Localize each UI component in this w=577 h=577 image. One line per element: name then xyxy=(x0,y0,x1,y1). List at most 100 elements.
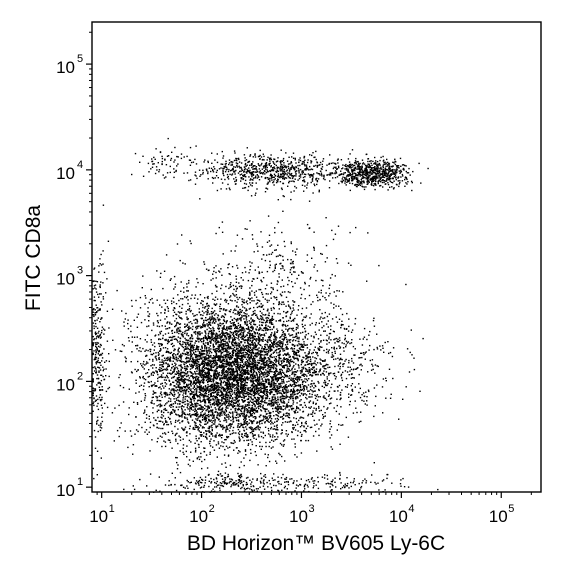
data-point-pop1 xyxy=(265,329,267,332)
data-point-pop1 xyxy=(187,354,189,356)
data-point-pop1 xyxy=(296,370,299,372)
data-point-pop1 xyxy=(261,350,263,353)
data-point-pop1 xyxy=(216,432,218,434)
data-point-pop1 xyxy=(197,403,199,405)
data-point-pop1 xyxy=(258,380,260,382)
data-point-pop1 xyxy=(294,424,297,427)
data-point-pop1 xyxy=(321,326,323,329)
data-point-pop1 xyxy=(255,372,258,375)
data-point-pop1 xyxy=(222,333,224,335)
data-point-pop1 xyxy=(212,360,215,362)
data-point-pop1 xyxy=(309,358,312,360)
data-point-pop1 xyxy=(239,333,241,335)
data-point-pop1 xyxy=(166,369,169,371)
data-point-pop1 xyxy=(218,319,220,322)
data-point-pop1 xyxy=(200,326,203,328)
data-point-pop1 xyxy=(241,346,243,348)
data-point-pop1 xyxy=(277,330,279,332)
data-point-pop1 xyxy=(233,349,235,351)
data-point-pop1 xyxy=(229,330,231,333)
data-point-pop1 xyxy=(246,384,248,387)
data-point-pop1 xyxy=(258,405,260,407)
data-point-pop1 xyxy=(219,357,221,359)
data-point-pop1 xyxy=(158,427,160,429)
data-point-pop1 xyxy=(286,406,289,408)
data-point-pop1 xyxy=(310,343,312,345)
data-point-pop1 xyxy=(283,382,285,384)
data-point-pop1 xyxy=(237,382,239,385)
data-point-pop1 xyxy=(277,378,280,380)
data-point-pop1 xyxy=(209,414,211,417)
data-point-pop1 xyxy=(238,379,240,381)
data-point-pop1 xyxy=(290,361,292,363)
data-point-pop1 xyxy=(197,325,199,327)
data-point-pop1 xyxy=(261,399,263,401)
data-point-pop1 xyxy=(256,352,259,354)
data-point-pop1 xyxy=(281,429,283,431)
data-point-pop1 xyxy=(304,385,307,387)
data-point-pop1 xyxy=(265,313,267,316)
data-point-pop1 xyxy=(241,356,243,358)
data-point-pop1 xyxy=(335,410,338,413)
data-point-pop1 xyxy=(254,379,256,382)
data-point-pop1 xyxy=(272,346,274,348)
data-point-pop1 xyxy=(232,323,234,325)
data-point-pop1 xyxy=(224,332,226,334)
data-point-pop1 xyxy=(182,444,185,446)
data-point-pop1 xyxy=(196,388,198,390)
data-point-pop1 xyxy=(175,390,178,392)
data-point-pop1 xyxy=(232,416,234,418)
data-point-pop1 xyxy=(242,424,244,426)
data-point-pop1 xyxy=(244,395,246,398)
data-point-pop1 xyxy=(242,372,244,374)
data-point-pop1 xyxy=(299,400,301,402)
data-point-pop1 xyxy=(215,408,217,411)
data-point-pop1 xyxy=(200,341,203,343)
data-point-pop1 xyxy=(236,365,238,368)
data-point-pop1 xyxy=(273,386,275,388)
data-point-pop1 xyxy=(204,337,207,340)
data-point-pop1 xyxy=(312,410,314,412)
data-point-pop1 xyxy=(248,415,250,418)
data-point-pop1 xyxy=(214,341,216,343)
data-point-pop1 xyxy=(243,384,245,386)
data-point-pop1 xyxy=(293,394,295,396)
data-point-pop1 xyxy=(292,366,294,368)
data-point-pop1 xyxy=(288,339,290,341)
data-point-pop1 xyxy=(196,327,199,329)
data-point-pop1 xyxy=(268,412,270,414)
data-point-pop1 xyxy=(225,361,227,363)
data-point-pop1 xyxy=(294,454,296,456)
data-point-pop1 xyxy=(176,331,178,334)
data-point-pop1 xyxy=(261,321,263,324)
data-point-pop1 xyxy=(239,426,241,428)
data-point-pop1 xyxy=(239,326,241,329)
data-point-pop1 xyxy=(220,361,223,364)
data-point-pop1 xyxy=(252,378,255,380)
data-point-pop1 xyxy=(215,374,217,376)
data-point-pop1 xyxy=(161,359,163,361)
data-point-pop1 xyxy=(279,320,282,322)
data-point-pop1 xyxy=(271,356,274,359)
data-point-pop1 xyxy=(238,414,241,416)
data-point-pop1 xyxy=(296,335,298,337)
data-point-pop1 xyxy=(268,322,271,324)
data-point-pop1 xyxy=(231,423,233,425)
data-point-pop1 xyxy=(296,396,299,398)
data-point-pop1 xyxy=(301,345,303,347)
data-point-pop1 xyxy=(230,400,232,403)
data-point-pop1 xyxy=(338,413,340,415)
data-point-pop1 xyxy=(256,373,258,376)
data-point-pop1 xyxy=(216,367,218,369)
data-point-pop1 xyxy=(264,400,266,402)
data-point-pop1 xyxy=(286,415,289,417)
data-point-pop1 xyxy=(176,322,178,324)
data-point-pop1 xyxy=(204,377,207,379)
data-point-pop1 xyxy=(238,314,240,316)
data-point-pop1 xyxy=(275,361,277,363)
data-point-pop1 xyxy=(234,295,236,297)
data-point-pop1 xyxy=(205,367,207,370)
data-point-pop1 xyxy=(314,384,316,387)
data-point-pop1 xyxy=(268,350,270,352)
data-point-pop1 xyxy=(268,362,271,364)
